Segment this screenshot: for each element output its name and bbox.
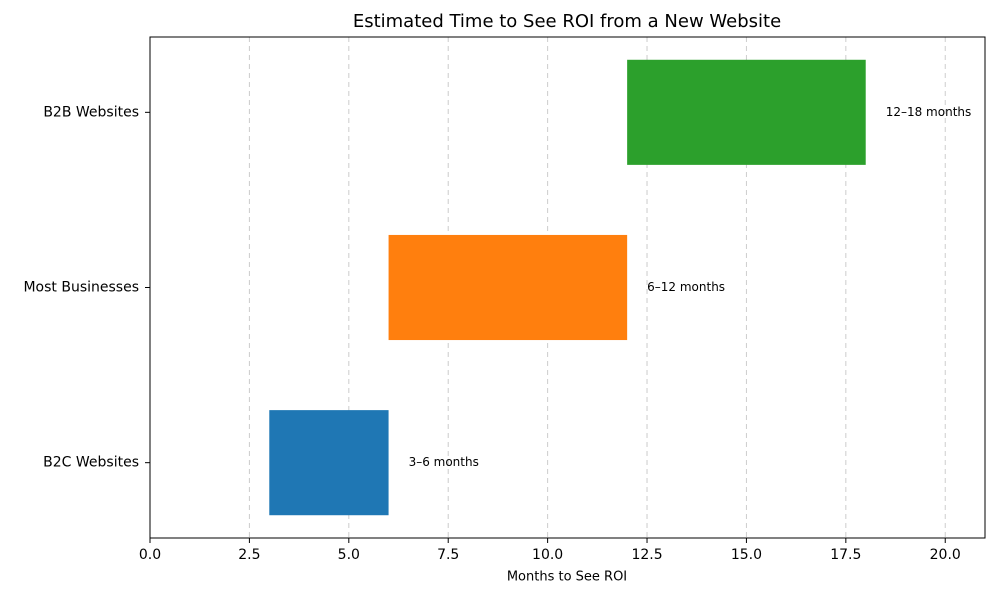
- x-tick-label: 15.0: [731, 547, 762, 563]
- x-tick-label: 5.0: [338, 547, 360, 563]
- y-tick-label: Most Businesses: [23, 280, 139, 296]
- bar: [627, 59, 866, 165]
- x-tick-label: 20.0: [930, 547, 961, 563]
- chart-title: Estimated Time to See ROI from a New Web…: [353, 11, 781, 32]
- x-axis-label: Months to See ROI: [507, 570, 627, 585]
- y-tick-label: B2B Websites: [43, 104, 139, 120]
- x-tick-label: 12.5: [631, 547, 662, 563]
- x-tick-label: 10.0: [532, 547, 563, 563]
- bar-value-label: 12–18 months: [886, 105, 972, 119]
- bar: [269, 410, 389, 516]
- x-tick-label: 17.5: [830, 547, 861, 563]
- x-tick-label: 2.5: [238, 547, 260, 563]
- bar: [388, 234, 628, 341]
- bar-value-label: 3–6 months: [409, 455, 479, 469]
- bar-value-label: 6–12 months: [647, 280, 725, 294]
- plot-frame: [149, 36, 986, 539]
- x-tick-label: 0.0: [139, 547, 161, 563]
- y-tick-label: B2C Websites: [43, 455, 139, 471]
- x-tick-label: 7.5: [437, 547, 459, 563]
